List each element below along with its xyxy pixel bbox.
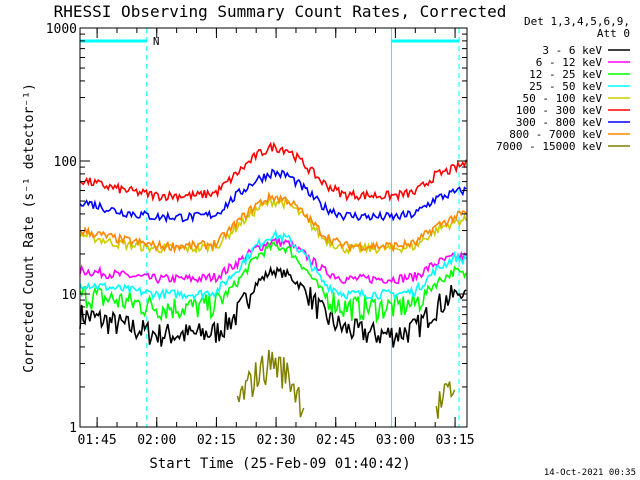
series-12-25-kev — [79, 241, 467, 324]
series-line — [79, 141, 467, 204]
y-tick-label: 10 — [61, 288, 77, 303]
legend-label: 6 - 12 keV — [536, 56, 603, 69]
plot-frame — [79, 27, 468, 428]
series-line — [79, 265, 467, 348]
series-7000-15000-kev — [236, 349, 456, 419]
series-100-300-kev — [79, 141, 467, 204]
series-line — [79, 237, 467, 285]
y-tick-label: 1000 — [46, 22, 77, 37]
night-marker-label: N — [153, 35, 160, 48]
footer-timestamp: 14-Oct-2021 00:35 — [544, 468, 636, 478]
plot-area: N 1 10 100 1000 01:45 02:00 02:15 02:30 02:45 03:0… — [46, 22, 475, 448]
y-axis-label: Corrected Count Rate (s⁻¹ detector⁻¹) — [22, 83, 37, 373]
legend-label: 50 - 100 keV — [523, 92, 603, 105]
x-axis-label: Start Time (25-Feb-09 01:40:42) — [149, 456, 410, 472]
series-line — [79, 197, 467, 256]
legend-label: 12 - 25 keV — [529, 68, 602, 81]
chart-title: RHESSI Observing Summary Count Rates, Co… — [54, 2, 507, 21]
legend-label: 100 - 300 keV — [516, 104, 602, 117]
x-tick-label: 03:15 — [435, 433, 474, 448]
x-tick-label: 02:00 — [137, 433, 176, 448]
x-tick-label: 02:15 — [197, 433, 236, 448]
legend-label: 300 - 800 keV — [516, 116, 602, 129]
legend-header-line-1: Det 1,3,4,5,6,9, — [524, 15, 630, 28]
y-tick-label: 100 — [54, 155, 77, 170]
x-tick-label: 02:30 — [257, 433, 296, 448]
x-tick-label: 02:45 — [316, 433, 355, 448]
series-line — [79, 191, 467, 254]
series-3-6-kev — [79, 265, 467, 348]
legend-label: 7000 - 15000 keV — [496, 140, 602, 153]
x-tick-label: 03:00 — [376, 433, 415, 448]
series-25-50-kev — [79, 228, 467, 302]
series-line — [236, 349, 456, 419]
legend-label: 3 - 6 keV — [542, 44, 602, 57]
legend-label: 25 - 50 keV — [529, 80, 602, 93]
series-line — [79, 168, 467, 224]
y-tick-label: 1 — [69, 421, 77, 436]
legend-label: 800 - 7000 keV — [509, 128, 602, 141]
x-tick-label: 01:45 — [78, 433, 117, 448]
series-line — [79, 228, 467, 302]
series-line — [79, 241, 467, 324]
legend-header-line-2: Att 0 — [597, 27, 630, 40]
